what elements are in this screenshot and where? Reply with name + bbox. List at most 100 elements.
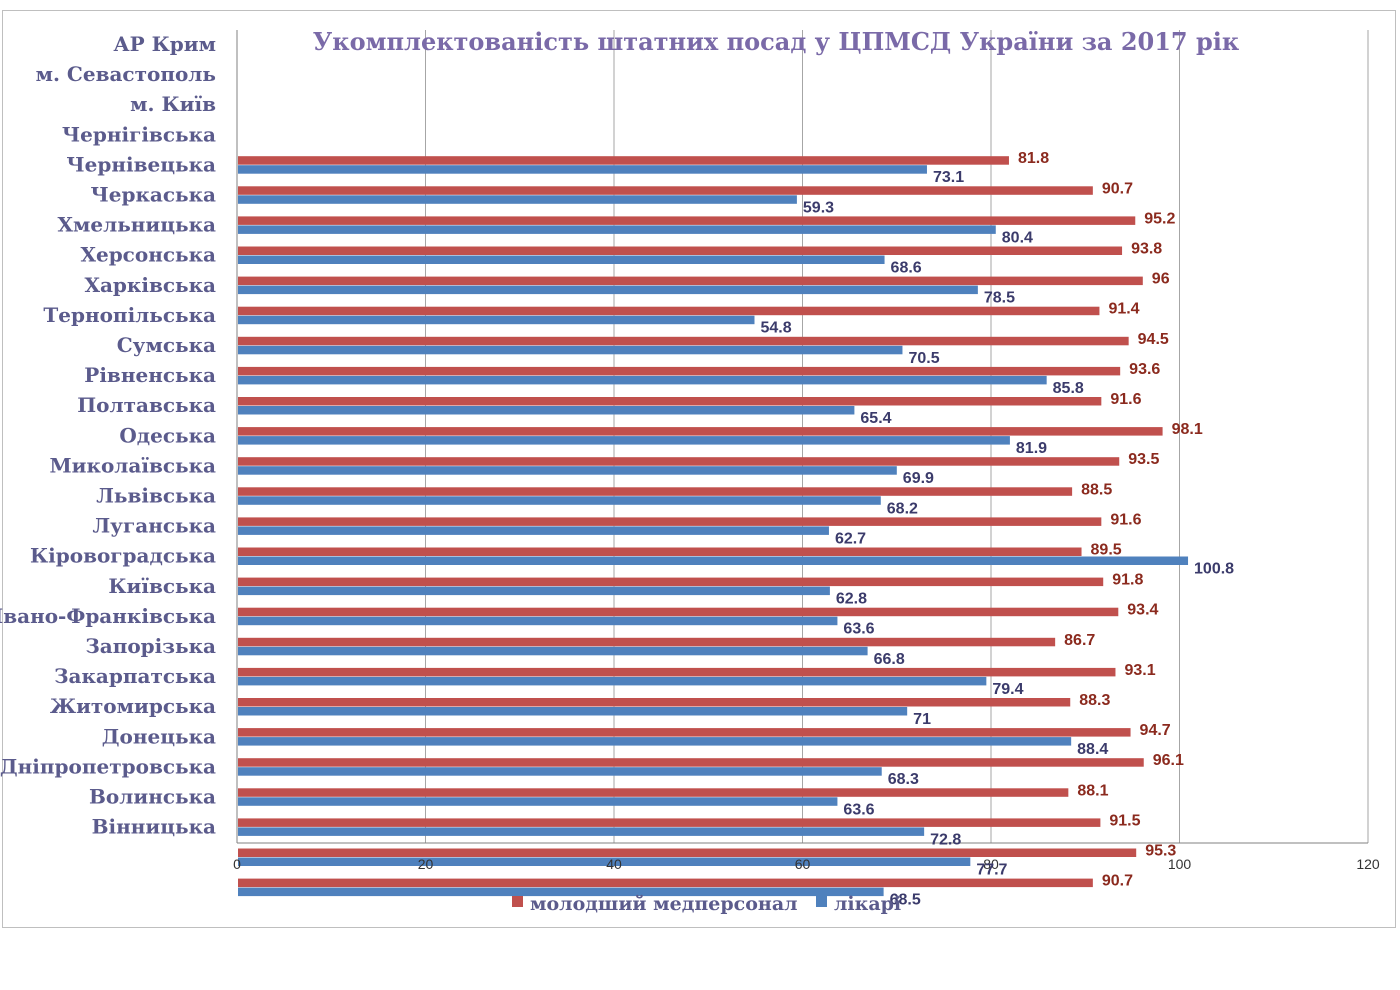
- data-label-doctors: 73.1: [933, 169, 964, 186]
- bar-doctors: [238, 255, 885, 264]
- bar-doctors: [238, 195, 797, 204]
- bar-doctors: [238, 707, 908, 716]
- data-label-junior-staff: 91.6: [1110, 391, 1141, 408]
- data-label-junior-staff: 93.1: [1124, 662, 1155, 679]
- category-label: Луганська: [93, 514, 217, 538]
- bar-junior-staff: [238, 397, 1102, 406]
- data-label-junior-staff: 89.5: [1091, 542, 1122, 559]
- bars: [238, 156, 1189, 897]
- data-label-junior-staff: 90.7: [1102, 873, 1133, 890]
- data-label-junior-staff: 93.8: [1131, 241, 1162, 258]
- legend-swatch-doctors: [816, 896, 827, 907]
- x-tick-label: 60: [795, 856, 811, 872]
- data-label-junior-staff: 86.7: [1064, 632, 1095, 649]
- data-label-junior-staff: 96: [1152, 271, 1170, 288]
- bar-junior-staff: [238, 487, 1073, 496]
- category-label: Львівська: [96, 484, 216, 508]
- data-label-doctors: 62.7: [835, 530, 866, 547]
- category-label: Сумська: [117, 333, 216, 357]
- category-label: Івано-Франківська: [0, 604, 216, 628]
- data-label-doctors: 85.8: [1053, 380, 1084, 397]
- bar-doctors: [238, 165, 927, 174]
- bar-doctors: [238, 737, 1072, 746]
- category-label: Чернігівська: [62, 122, 216, 146]
- bar-junior-staff: [238, 818, 1101, 827]
- bar-doctors: [238, 466, 897, 475]
- bar-doctors: [238, 556, 1189, 565]
- category-label: Черкаська: [90, 183, 216, 207]
- data-label-doctors: 54.8: [760, 320, 791, 337]
- bar-doctors: [238, 797, 838, 806]
- category-label: Тернопільська: [43, 303, 216, 327]
- category-label: м. Київ: [130, 92, 216, 116]
- bar-junior-staff: [238, 186, 1093, 195]
- x-tick-label: 100: [1168, 856, 1192, 872]
- category-label: Волинська: [89, 785, 216, 809]
- bar-junior-staff: [238, 758, 1144, 767]
- bar-doctors: [238, 375, 1047, 385]
- bar-doctors: [238, 767, 882, 776]
- bar-junior-staff: [238, 427, 1163, 436]
- data-label-doctors: 78.5: [984, 290, 1015, 307]
- bar-junior-staff: [238, 607, 1119, 617]
- bar-junior-staff: [238, 788, 1069, 797]
- bar-doctors: [238, 586, 830, 596]
- category-label: Кіровоградська: [30, 544, 216, 568]
- bar-doctors: [238, 887, 884, 897]
- bar-junior-staff: [238, 457, 1120, 466]
- category-label: Донецька: [102, 724, 216, 748]
- category-label: Рівненська: [84, 363, 216, 387]
- bar-doctors: [238, 646, 868, 656]
- x-tick-label: 80: [983, 856, 999, 872]
- data-label-doctors: 59.3: [803, 199, 834, 216]
- bar-doctors: [238, 857, 971, 866]
- bar-junior-staff: [238, 728, 1131, 737]
- category-label: Харківська: [84, 273, 216, 297]
- bar-junior-staff: [238, 517, 1102, 526]
- category-label: Київська: [108, 574, 216, 598]
- data-label-doctors: 88.4: [1077, 741, 1108, 758]
- bar-doctors: [238, 315, 755, 325]
- bar-doctors: [238, 676, 987, 686]
- data-label-doctors: 68.6: [891, 260, 922, 277]
- data-label-junior-staff: 93.4: [1127, 602, 1158, 619]
- bar-junior-staff: [238, 637, 1056, 647]
- data-label-junior-staff: 81.8: [1018, 150, 1049, 167]
- data-label-junior-staff: 91.6: [1110, 511, 1141, 528]
- data-label-doctors: 70.5: [908, 350, 939, 367]
- data-label-doctors: 69.9: [903, 470, 934, 487]
- bar-doctors: [238, 616, 838, 626]
- data-label-junior-staff: 88.5: [1081, 481, 1112, 498]
- bar-junior-staff: [238, 336, 1129, 346]
- bar-junior-staff: [238, 276, 1143, 286]
- data-label-doctors: 65.4: [860, 410, 891, 427]
- category-label: Полтавська: [77, 393, 216, 417]
- data-label-doctors: 79.4: [992, 681, 1023, 698]
- bar-doctors: [238, 406, 855, 415]
- data-label-doctors: 72.8: [930, 831, 961, 848]
- category-label: Чернівецька: [66, 152, 216, 176]
- data-label-doctors: 100.8: [1194, 561, 1234, 578]
- data-label-doctors: 62.8: [836, 591, 867, 608]
- data-label-doctors: 68.3: [888, 771, 919, 788]
- data-label-doctors: 66.8: [874, 651, 905, 668]
- legend-swatch-junior-staff: [512, 896, 523, 907]
- x-tick-label: 120: [1356, 856, 1380, 872]
- data-label-junior-staff: 91.8: [1112, 572, 1143, 589]
- data-label-doctors: 77.7: [976, 862, 1007, 879]
- category-label: Херсонська: [80, 243, 216, 267]
- data-label-junior-staff: 91.4: [1108, 301, 1139, 318]
- data-label-junior-staff: 93.5: [1128, 451, 1159, 468]
- data-label-junior-staff: 88.3: [1079, 692, 1110, 709]
- bar-junior-staff: [238, 366, 1121, 376]
- data-label-doctors: 63.6: [843, 801, 874, 818]
- labels: 0 20 40 60 80 100 120 АР Крим м. Севастополь м. К…: [0, 32, 1380, 909]
- x-tick-label: 40: [606, 856, 622, 872]
- data-label-doctors: 81.9: [1016, 440, 1047, 457]
- bar-doctors: [238, 827, 925, 836]
- bar-junior-staff: [238, 698, 1071, 707]
- bar-junior-staff: [238, 547, 1082, 556]
- data-label-junior-staff: 98.1: [1172, 421, 1203, 438]
- x-tick-label: 20: [418, 856, 434, 872]
